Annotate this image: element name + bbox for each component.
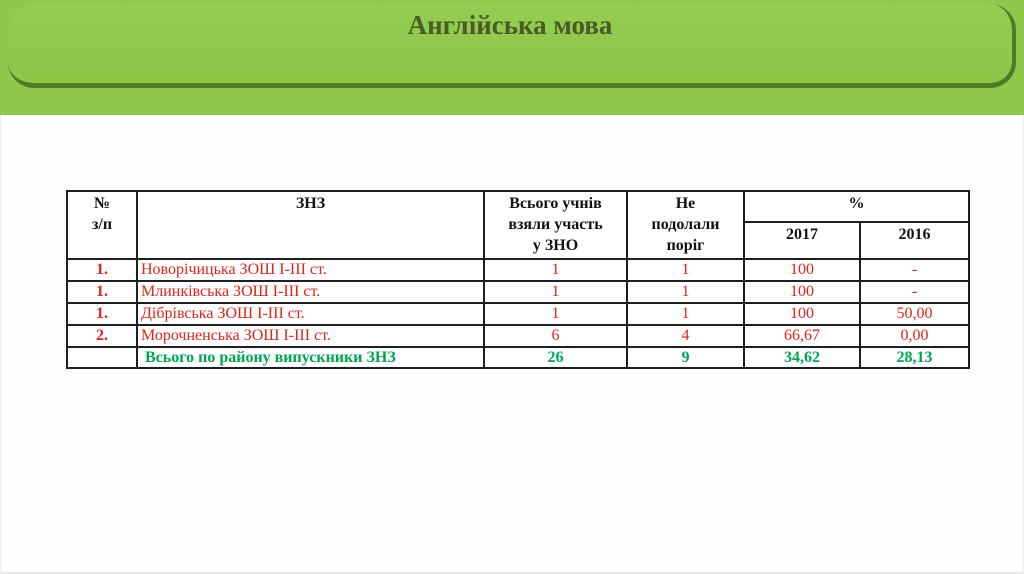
participants-value: 1 bbox=[483, 280, 628, 305]
table-row: 2. Морочненська ЗОШ І-ІІІ ст. 6 4 66,67 … bbox=[66, 324, 970, 349]
not-passed-value: 4 bbox=[626, 324, 745, 349]
total-row-number bbox=[66, 346, 138, 370]
slide-body: № з/п ЗНЗ Всього учнів взяли участь у ЗН… bbox=[0, 115, 1024, 574]
not-passed-value: 1 bbox=[626, 280, 745, 305]
table-row: 1. Дібрівська ЗОШ І-ІІІ ст. 1 1 100 50,0… bbox=[66, 302, 970, 327]
table-total-row: Всього по району випускники ЗНЗ 26 9 34,… bbox=[66, 346, 970, 370]
percent-2016-value: - bbox=[859, 258, 970, 283]
not-passed-value: 1 bbox=[626, 258, 745, 283]
percent-2016-value: 0,00 bbox=[859, 324, 970, 349]
col-header-year-2017: 2017 bbox=[743, 221, 861, 261]
percent-2017-value: 100 bbox=[743, 280, 861, 305]
table-row: 1. Новорічицька ЗОШ І-ІІІ ст. 1 1 100 - bbox=[66, 258, 970, 283]
row-number: 1. bbox=[66, 302, 138, 327]
total-percent-2017-value: 34,62 bbox=[743, 346, 861, 370]
results-table-container: № з/п ЗНЗ Всього учнів взяли участь у ЗН… bbox=[66, 189, 970, 370]
table-header-row: № з/п ЗНЗ Всього учнів взяли участь у ЗН… bbox=[66, 189, 970, 261]
total-not-passed-value: 9 bbox=[626, 346, 745, 370]
col-header-year-2016: 2016 bbox=[859, 221, 970, 261]
row-number: 1. bbox=[66, 258, 138, 283]
school-name: Новорічицька ЗОШ І-ІІІ ст. bbox=[136, 258, 485, 283]
percent-2016-value: 50,00 bbox=[859, 302, 970, 327]
col-header-percent: % bbox=[743, 189, 970, 224]
results-table: № з/п ЗНЗ Всього учнів взяли участь у ЗН… bbox=[66, 189, 970, 370]
percent-2016-value: - bbox=[859, 280, 970, 305]
percent-2017-value: 66,67 bbox=[743, 324, 861, 349]
row-number: 1. bbox=[66, 280, 138, 305]
participants-value: 1 bbox=[483, 302, 628, 327]
participants-value: 1 bbox=[483, 258, 628, 283]
slide-title: Англійська мова bbox=[407, 10, 613, 40]
row-number: 2. bbox=[66, 324, 138, 349]
slide-header-band: Англійська мова bbox=[0, 0, 1024, 115]
col-header-school: ЗНЗ bbox=[136, 189, 485, 261]
percent-2017-value: 100 bbox=[743, 258, 861, 283]
percent-2017-value: 100 bbox=[743, 302, 861, 327]
col-header-not-passed: Не подолали поріг bbox=[626, 189, 745, 261]
participants-value: 6 bbox=[483, 324, 628, 349]
school-name: Дібрівська ЗОШ І-ІІІ ст. bbox=[136, 302, 485, 327]
total-row-label: Всього по району випускники ЗНЗ bbox=[136, 346, 485, 370]
school-name: Млинківська ЗОШ І-ІІІ ст. bbox=[136, 280, 485, 305]
school-name: Морочненська ЗОШ І-ІІІ ст. bbox=[136, 324, 485, 349]
total-participants-value: 26 bbox=[483, 346, 628, 370]
col-header-participants: Всього учнів взяли участь у ЗНО bbox=[483, 189, 628, 261]
total-percent-2016-value: 28,13 bbox=[859, 346, 970, 370]
not-passed-value: 1 bbox=[626, 302, 745, 327]
table-row: 1. Млинківська ЗОШ І-ІІІ ст. 1 1 100 - bbox=[66, 280, 970, 305]
table-subheader-row: 2017 2016 bbox=[67, 221, 970, 261]
col-header-num: № з/п bbox=[66, 189, 138, 261]
title-box: Англійська мова bbox=[8, 4, 1016, 88]
